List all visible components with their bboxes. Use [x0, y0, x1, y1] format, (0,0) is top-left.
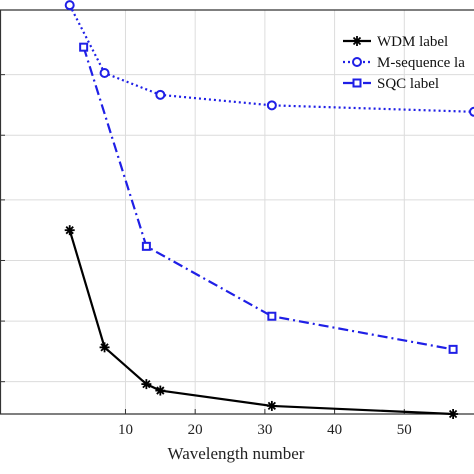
x-tick-label: 40 — [327, 422, 342, 438]
series-wdm-label — [64, 225, 459, 419]
data-point-sqc-label — [267, 311, 277, 321]
tick-labels: 10 20 30 40 50 — [118, 422, 412, 438]
data-point-sqc-label — [79, 42, 89, 52]
data-point-m-sequence-la — [64, 0, 75, 11]
legend-marker — [352, 57, 362, 67]
x-tick-label: 30 — [257, 422, 272, 438]
series-line-sqc-label — [82, 46, 454, 351]
data-point-wdm-label — [64, 225, 75, 236]
x-tick-label: 50 — [397, 422, 412, 438]
x-axis-label: Wavelength number — [168, 444, 305, 463]
series-line-wdm-label — [68, 229, 454, 416]
legend-item-sqc-label: SQC label — [343, 76, 439, 92]
data-point-m-sequence-la — [155, 89, 166, 100]
legend-label: WDM label — [377, 34, 448, 50]
data-point-m-sequence-la — [469, 106, 474, 117]
data-point-wdm-label — [155, 385, 166, 396]
legend-item-wdm-label: WDM label — [343, 34, 448, 50]
series-sqc-label — [79, 42, 458, 354]
legend-label: SQC label — [377, 76, 439, 92]
series-m-sequence-la — [64, 0, 474, 117]
data-point-wdm-label — [448, 409, 459, 419]
x-tick-label: 10 — [118, 422, 133, 438]
data-point-sqc-label — [141, 241, 151, 251]
data-point-m-sequence-la — [99, 68, 110, 79]
data-point-wdm-label — [99, 342, 110, 353]
legend-marker — [352, 78, 362, 88]
data-point-wdm-label — [141, 379, 152, 390]
legend-marker — [352, 36, 362, 46]
legend: WDM label M-sequence la SQC label — [343, 34, 465, 92]
legend-label: M-sequence la — [377, 55, 465, 71]
data-point-wdm-label — [266, 400, 277, 411]
legend-item-m-sequence-la: M-sequence la — [343, 55, 465, 71]
data-point-m-sequence-la — [266, 100, 277, 111]
axes — [0, 9, 474, 415]
data-point-sqc-label — [448, 344, 458, 354]
x-tick-label: 20 — [188, 422, 203, 438]
series-group — [64, 0, 474, 419]
